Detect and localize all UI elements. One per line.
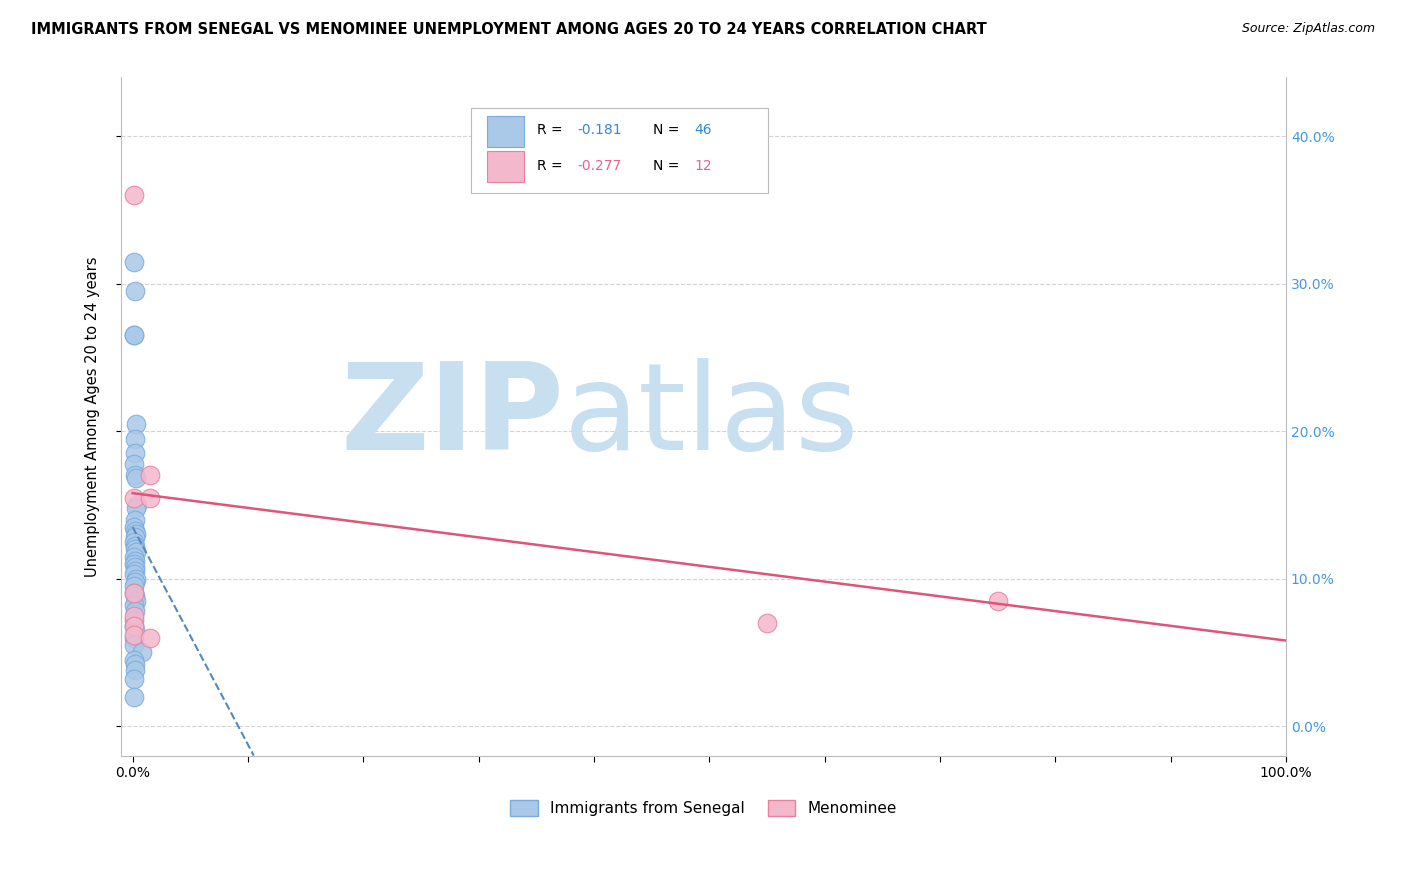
Text: atlas: atlas [564, 358, 859, 475]
Point [122, 613, 145, 627]
Text: 46: 46 [695, 123, 711, 136]
Text: Source: ZipAtlas.com: Source: ZipAtlas.com [1241, 22, 1375, 36]
Point [122, 328, 145, 343]
Point [139, 468, 162, 483]
Point [125, 572, 148, 586]
Point [127, 498, 149, 512]
Point [987, 594, 1010, 608]
Point [124, 564, 146, 578]
Point [122, 690, 145, 704]
Point [122, 520, 145, 534]
Point [122, 586, 145, 600]
Point [124, 542, 146, 557]
Y-axis label: Unemployment Among Ages 20 to 24 years: Unemployment Among Ages 20 to 24 years [86, 256, 100, 577]
Point [122, 254, 145, 268]
Point [124, 624, 146, 638]
Point [122, 586, 145, 600]
Point [125, 417, 148, 431]
Point [125, 545, 148, 559]
Point [124, 560, 146, 574]
Text: -0.181: -0.181 [578, 123, 623, 136]
Point [124, 604, 146, 618]
Point [122, 608, 145, 623]
Text: IMMIGRANTS FROM SENEGAL VS MENOMINEE UNEMPLOYMENT AMONG AGES 20 TO 24 YEARS CORR: IMMIGRANTS FROM SENEGAL VS MENOMINEE UNE… [31, 22, 987, 37]
Point [125, 471, 148, 485]
Point [124, 554, 146, 568]
Text: 12: 12 [695, 160, 711, 173]
Point [122, 619, 145, 633]
Point [139, 631, 162, 645]
Text: -0.277: -0.277 [578, 160, 621, 173]
Text: N =: N = [654, 123, 685, 136]
Point [122, 457, 145, 471]
Point [124, 590, 146, 604]
Legend: Immigrants from Senegal, Menominee: Immigrants from Senegal, Menominee [505, 794, 903, 822]
Point [122, 188, 145, 202]
Point [124, 539, 146, 553]
Point [124, 574, 146, 589]
Point [122, 598, 145, 612]
Point [122, 534, 145, 549]
Point [122, 672, 145, 686]
Point [139, 491, 162, 505]
Point [122, 653, 145, 667]
Point [122, 328, 145, 343]
Point [122, 549, 145, 564]
FancyBboxPatch shape [486, 116, 524, 147]
Text: R =: R = [537, 160, 567, 173]
Point [124, 530, 146, 544]
Point [122, 579, 145, 593]
Point [124, 446, 146, 460]
Point [122, 619, 145, 633]
Text: N =: N = [654, 160, 685, 173]
Point [124, 284, 146, 298]
Point [122, 557, 145, 571]
Point [125, 527, 148, 541]
FancyBboxPatch shape [486, 151, 524, 182]
Point [124, 468, 146, 483]
Point [124, 513, 146, 527]
FancyBboxPatch shape [471, 108, 768, 193]
Point [124, 663, 146, 677]
Point [756, 615, 779, 630]
Point [124, 657, 146, 672]
Point [122, 628, 145, 642]
Point [124, 524, 146, 539]
Point [122, 631, 145, 645]
Point [131, 645, 153, 659]
Point [125, 500, 148, 515]
Text: R =: R = [537, 123, 567, 136]
Point [122, 491, 145, 505]
Point [125, 594, 148, 608]
Point [122, 567, 145, 582]
Point [122, 638, 145, 652]
Point [124, 432, 146, 446]
Text: ZIP: ZIP [340, 358, 564, 475]
